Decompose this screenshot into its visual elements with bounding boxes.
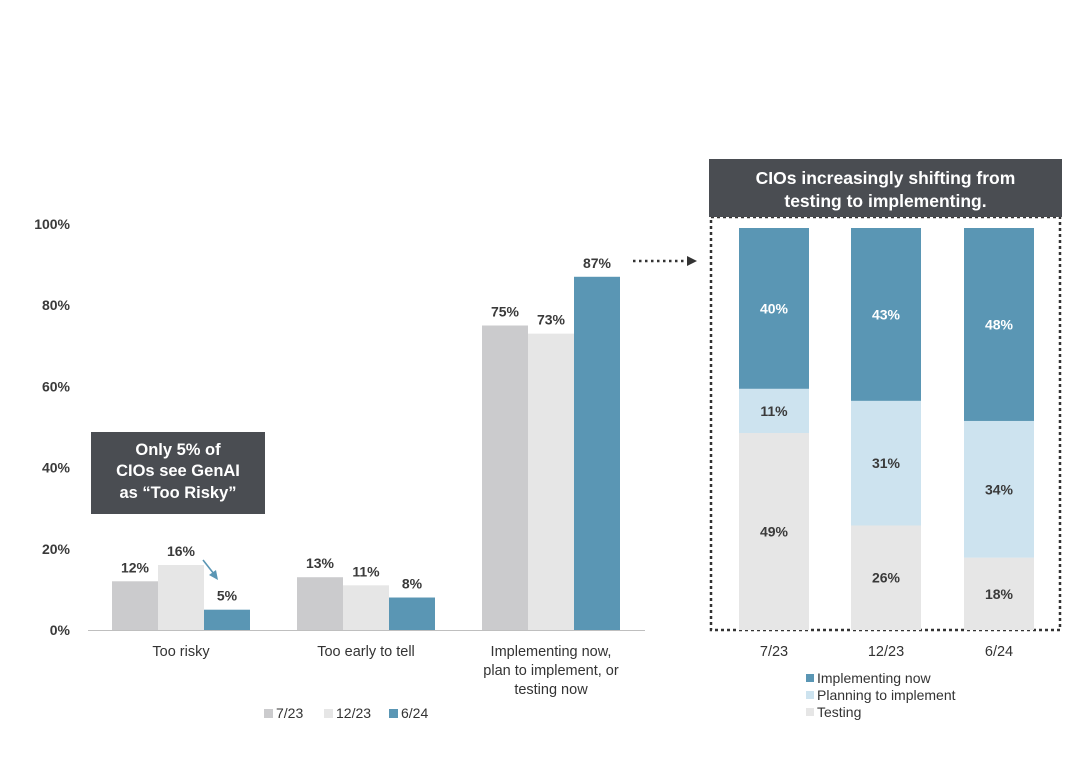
bar xyxy=(528,333,574,630)
segment-value-label: 40% xyxy=(760,300,789,316)
y-tick-label: 20% xyxy=(42,541,71,557)
stacked-segment xyxy=(964,228,1034,421)
bar xyxy=(297,577,343,630)
y-tick-label: 0% xyxy=(50,622,71,638)
stacked-segment xyxy=(739,388,809,434)
callout-line: Only 5% of xyxy=(135,441,221,459)
x-category-label: 12/23 xyxy=(868,644,904,660)
panel-title-line: testing to implementing. xyxy=(784,190,987,211)
connector-arrow-head xyxy=(687,256,697,266)
x-category-label: testing now xyxy=(514,682,588,698)
segment-value-label: 11% xyxy=(760,403,788,419)
stacked-segment xyxy=(851,400,921,526)
stacked-segment xyxy=(851,228,921,401)
bar xyxy=(482,325,528,630)
segment-value-label: 43% xyxy=(872,306,901,322)
segment-value-label: 48% xyxy=(985,316,1014,332)
segment-value-label: 49% xyxy=(760,524,789,540)
bar-value-label: 73% xyxy=(537,312,566,328)
bar-value-label: 75% xyxy=(491,304,520,320)
panel-title-line: CIOs increasingly shifting from xyxy=(755,168,1016,188)
bar-value-label: 87% xyxy=(583,255,612,271)
y-tick-label: 100% xyxy=(34,216,70,232)
legend-label: Implementing now xyxy=(817,670,932,686)
stacked-panel-title: CIOs increasingly shifting from testing … xyxy=(709,159,1062,217)
y-tick-label: 60% xyxy=(42,378,71,394)
legend-label: Planning to implement xyxy=(817,687,956,703)
x-category-label: 7/23 xyxy=(760,644,788,660)
callout-line: CIOs see GenAI xyxy=(116,462,240,481)
legend-label: Testing xyxy=(817,704,861,720)
x-category-label: Too early to tell xyxy=(317,644,415,660)
segment-value-label: 26% xyxy=(872,570,901,586)
legend-swatch xyxy=(264,709,273,718)
legend-swatch xyxy=(806,691,814,699)
legend-label: 6/24 xyxy=(401,705,428,721)
segment-value-label: 18% xyxy=(985,586,1014,602)
stacked-segment xyxy=(964,420,1034,558)
bar xyxy=(574,276,620,630)
x-category-label: Implementing now, xyxy=(491,644,612,660)
bar-value-label: 8% xyxy=(402,576,423,592)
bar-value-label: 16% xyxy=(167,543,196,559)
y-tick-label: 80% xyxy=(42,297,71,313)
bar xyxy=(389,597,435,630)
bar xyxy=(112,581,158,630)
bar-value-label: 11% xyxy=(352,563,380,579)
bar-value-label: 13% xyxy=(306,555,335,571)
legend-swatch xyxy=(389,709,398,718)
legend-swatch xyxy=(806,708,814,716)
bar-value-label: 5% xyxy=(217,588,238,604)
y-tick-label: 40% xyxy=(42,460,71,476)
bar-value-label: 12% xyxy=(121,559,150,575)
callout-line: as “Too Risky” xyxy=(119,483,237,502)
segment-value-label: 34% xyxy=(985,481,1014,497)
segment-value-label: 31% xyxy=(872,455,901,471)
decline-arrow-head xyxy=(209,570,218,580)
stacked-segment xyxy=(964,557,1034,630)
too-risky-callout: Only 5% of CIOs see GenAI as “Too Risky” xyxy=(91,432,265,514)
bar xyxy=(204,609,250,630)
stacked-segment xyxy=(851,525,921,630)
bar xyxy=(158,565,204,630)
x-category-label: 6/24 xyxy=(985,644,1013,660)
stacked-segment xyxy=(739,433,809,630)
stacked-segment xyxy=(739,228,809,389)
legend-swatch xyxy=(324,709,333,718)
x-category-label: plan to implement, or xyxy=(483,663,619,679)
bar xyxy=(343,585,389,630)
decline-arrow-shaft xyxy=(202,559,215,575)
legend-label: 12/23 xyxy=(336,705,371,721)
x-category-label: Too risky xyxy=(152,644,210,660)
legend-label: 7/23 xyxy=(276,705,303,721)
legend-swatch xyxy=(806,674,814,682)
